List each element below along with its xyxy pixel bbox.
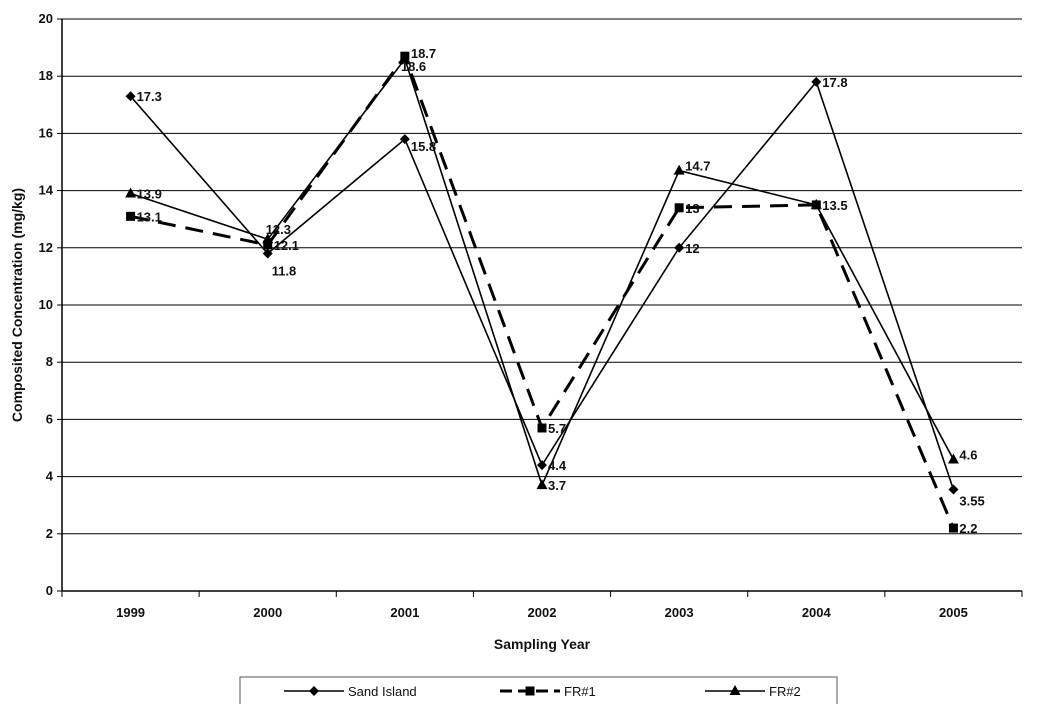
y-tick-label: 6 bbox=[46, 411, 53, 426]
data-point bbox=[125, 91, 136, 102]
data-label: 4.6 bbox=[959, 447, 977, 462]
data-label: 3.55 bbox=[959, 493, 984, 508]
data-point bbox=[125, 187, 137, 198]
legend-label: FR#2 bbox=[769, 684, 801, 699]
data-point bbox=[536, 479, 548, 490]
series-layer bbox=[125, 51, 959, 533]
data-label: 18.7 bbox=[411, 46, 436, 61]
data-label: 4.4 bbox=[548, 458, 567, 473]
y-tick-label: 16 bbox=[39, 125, 53, 140]
data-point bbox=[811, 76, 822, 87]
data-point bbox=[262, 248, 273, 259]
legend: Sand Island FR#1 FR#2 bbox=[239, 676, 838, 704]
data-point bbox=[674, 242, 685, 253]
data-label: 12.1 bbox=[274, 238, 299, 253]
x-tick-label: 1999 bbox=[116, 605, 145, 620]
data-label: 15.8 bbox=[411, 139, 436, 154]
data-point bbox=[262, 233, 274, 244]
y-tick-label: 20 bbox=[39, 11, 53, 26]
data-labels: 17.3 11.8 15.8 4.4 12 17.8 3.55 13.1 12.1 18.7 5.7… bbox=[137, 46, 985, 536]
gridlines bbox=[62, 18, 1022, 535]
y-tick-label: 8 bbox=[46, 354, 53, 369]
y-tick-label: 18 bbox=[39, 68, 53, 83]
data-label: 5.7 bbox=[548, 421, 566, 436]
series-fr-2 bbox=[125, 53, 959, 490]
x-axis-title: Sampling Year bbox=[494, 636, 591, 652]
data-label: 17.8 bbox=[822, 75, 847, 90]
y-tick-label: 2 bbox=[46, 526, 53, 541]
legend-marker bbox=[729, 685, 741, 695]
legend-label: FR#1 bbox=[564, 684, 596, 699]
data-point bbox=[126, 211, 136, 221]
data-label: 13.5 bbox=[822, 198, 847, 213]
x-tick-label: 2003 bbox=[665, 605, 694, 620]
data-label: 12 bbox=[685, 241, 699, 256]
data-label: 13.9 bbox=[137, 186, 162, 201]
data-point bbox=[537, 460, 547, 471]
x-tick-label: 2001 bbox=[390, 605, 419, 620]
y-tick-label: 10 bbox=[39, 297, 53, 312]
data-point bbox=[810, 198, 822, 209]
data-label: 11.8 bbox=[272, 264, 297, 279]
series-line bbox=[130, 53, 955, 529]
y-tick-label: 14 bbox=[39, 183, 54, 198]
data-point bbox=[947, 453, 959, 464]
data-point bbox=[537, 423, 547, 433]
y-tick-label: 0 bbox=[46, 583, 53, 598]
data-point bbox=[399, 53, 411, 64]
y-tick-label: 4 bbox=[46, 469, 54, 484]
data-label: 13.1 bbox=[137, 209, 162, 224]
x-tick-label: 2002 bbox=[528, 605, 557, 620]
data-label: 13 bbox=[685, 201, 699, 216]
data-point bbox=[263, 240, 273, 250]
x-tick-labels: 1999 2000 2001 2002 2003 2004 2005 bbox=[61, 591, 1023, 620]
data-point bbox=[948, 484, 959, 495]
legend-marker bbox=[525, 686, 535, 696]
x-tick-label: 2004 bbox=[802, 605, 832, 620]
data-label: 18.6 bbox=[401, 59, 426, 74]
legend-label: Sand Island bbox=[348, 684, 417, 699]
data-point bbox=[674, 203, 684, 213]
data-label: 2.2 bbox=[959, 521, 977, 536]
series-sand-island bbox=[125, 76, 959, 495]
y-tick-labels: 0 2 4 6 8 10 12 14 16 18 20 bbox=[39, 11, 62, 598]
data-point bbox=[948, 523, 958, 533]
x-tick-label: 2000 bbox=[253, 605, 282, 620]
x-tick-label: 2005 bbox=[939, 605, 968, 620]
legend-marker bbox=[309, 686, 319, 696]
y-tick-label: 12 bbox=[39, 240, 53, 255]
data-label: 3.7 bbox=[548, 478, 566, 493]
data-label: 12.3 bbox=[266, 222, 291, 237]
data-point bbox=[399, 134, 410, 145]
y-axis-title: Composited Concentration (mg/kg) bbox=[9, 188, 25, 422]
data-label: 14.7 bbox=[685, 159, 710, 174]
data-label: 17.3 bbox=[137, 89, 162, 104]
data-point bbox=[673, 164, 685, 175]
